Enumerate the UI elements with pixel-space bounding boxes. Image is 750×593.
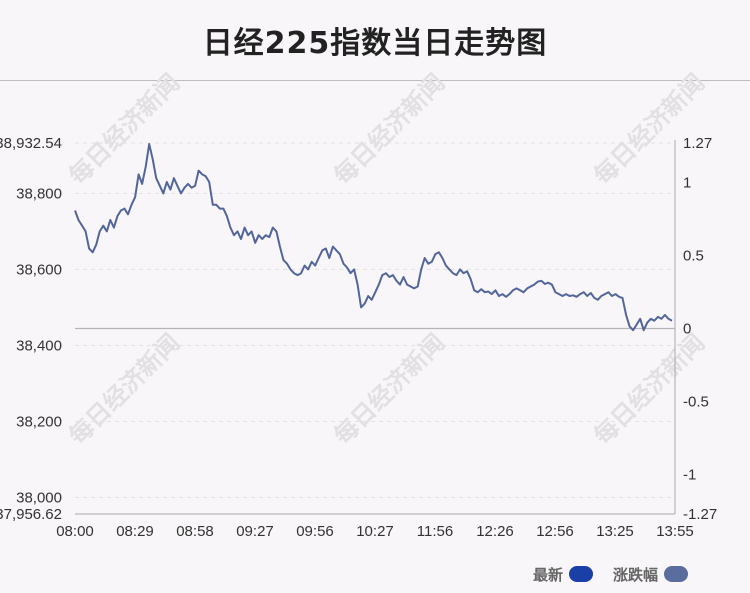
x-tick-label: 09:27 — [236, 523, 274, 540]
right-tick-label: 1 — [683, 174, 691, 191]
left-tick-label: 38,800 — [16, 185, 62, 202]
axes — [75, 140, 676, 515]
x-tick-label: 08:29 — [116, 523, 154, 540]
legend: 最新 涨跌幅 — [533, 563, 689, 585]
x-tick-label: 08:00 — [56, 523, 94, 540]
watermark-text: 每日经济新闻 — [329, 69, 451, 191]
left-tick-label: 38,600 — [16, 261, 62, 278]
left-tick-label: 38,400 — [16, 337, 62, 354]
legend-label-change: 涨跌幅 — [613, 566, 659, 584]
watermark-text: 每日经济新闻 — [589, 329, 711, 451]
chart-title: 日经225指数当日走势图 — [202, 26, 548, 61]
watermark-text: 每日经济新闻 — [589, 69, 711, 191]
left-axis-ticks: 38,932.54 38,800 38,600 38,400 38,200 38,0003… — [0, 135, 62, 523]
legend-swatch-latest — [569, 566, 594, 582]
x-tick-label: 09:56 — [296, 523, 334, 540]
right-tick-label: -1 — [683, 467, 696, 484]
x-tick-label: 08:58 — [176, 523, 214, 540]
right-axis-ticks: 1.27 1 0.5 0 -0.5 -1 -1.27 — [683, 135, 717, 523]
left-tick-label: 38,932.54 — [0, 135, 62, 152]
x-tick-label: 12:56 — [536, 523, 574, 540]
watermark-text: 每日经济新闻 — [64, 329, 186, 451]
series-line-latest — [74, 143, 673, 332]
title-divider — [0, 80, 750, 81]
right-tick-label: -1.27 — [683, 506, 717, 523]
x-tick-label: 13:25 — [596, 523, 634, 540]
right-tick-label: 0 — [683, 321, 691, 338]
right-tick-label: 1.27 — [683, 135, 712, 152]
x-axis-ticks: 08:00 08:29 08:58 09:27 09:56 10:27 11:56 12:26… — [56, 523, 694, 540]
x-tick-label: 10:27 — [356, 523, 394, 540]
left-tick-label: 38,200 — [16, 413, 62, 430]
legend-swatch-change — [664, 566, 689, 582]
left-tick-label: 37,956.62 — [0, 506, 62, 523]
right-tick-label: 0.5 — [683, 247, 704, 264]
x-tick-label: 11:56 — [417, 523, 453, 540]
x-tick-label: 13:55 — [656, 523, 694, 540]
watermark-text: 每日经济新闻 — [329, 329, 451, 451]
left-tick-label: 38,000 — [16, 490, 62, 507]
series-layer — [74, 143, 673, 332]
legend-label-latest: 最新 — [533, 566, 564, 584]
right-tick-label: -0.5 — [683, 394, 709, 411]
x-tick-label: 12:26 — [476, 523, 514, 540]
watermark-text: 每日经济新闻 — [64, 69, 186, 191]
